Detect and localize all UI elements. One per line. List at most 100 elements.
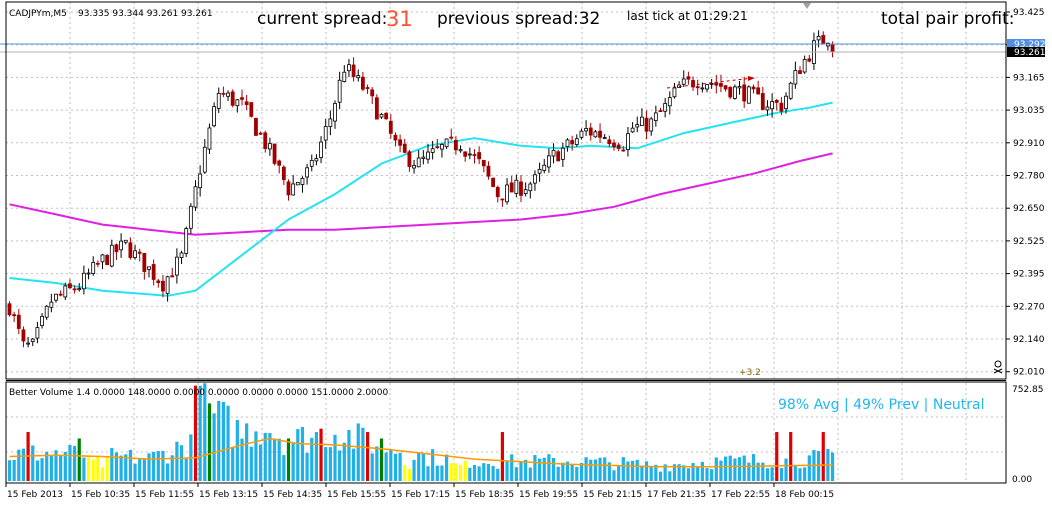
- volume-bar: [677, 464, 681, 481]
- volume-bar: [593, 459, 597, 481]
- candle-body: [305, 167, 310, 178]
- volume-bar: [700, 461, 704, 481]
- volume-bar: [435, 465, 439, 481]
- candle-body: [802, 59, 807, 73]
- price-tick-label: 93.165: [1013, 73, 1045, 83]
- volume-bar: [384, 452, 388, 481]
- volume-bar: [352, 448, 356, 481]
- volume-bar: [333, 434, 337, 481]
- candle-body: [807, 58, 812, 62]
- volume-bar: [779, 468, 783, 481]
- volume-bar: [21, 448, 26, 481]
- candle-body: [291, 183, 296, 196]
- candle-body: [63, 285, 68, 298]
- price-tick-label: 92.650: [1013, 204, 1045, 214]
- candle-body: [547, 155, 551, 168]
- volume-bar: [765, 468, 770, 481]
- candle-body: [137, 251, 142, 254]
- volume-bar: [584, 457, 588, 481]
- chart-shift-icon[interactable]: [803, 3, 811, 9]
- candle-body: [165, 276, 170, 294]
- time-tick-label: 15 Feb 15:55: [327, 490, 386, 500]
- time-tick-label: 17 Feb 21:35: [647, 490, 706, 500]
- time-tick-label: 15 Feb 11:55: [135, 490, 194, 500]
- volume-bar: [63, 451, 67, 481]
- volume-bar: [296, 429, 300, 481]
- candle-body: [133, 250, 137, 258]
- candle-body: [360, 76, 365, 90]
- volume-bar: [556, 466, 560, 481]
- total-pair-profit-label: total pair profit:: [881, 9, 1015, 29]
- candle-body: [319, 141, 323, 158]
- candle-body: [514, 179, 519, 194]
- volume-bar: [403, 465, 407, 481]
- volume-bar: [807, 455, 811, 481]
- volume-bar: [663, 464, 667, 481]
- volume-bar: [737, 457, 742, 481]
- volume-bar: [119, 455, 123, 481]
- candle-body: [584, 128, 588, 132]
- candle-body: [68, 283, 72, 289]
- volume-bar: [305, 452, 309, 481]
- candle-body: [216, 92, 221, 109]
- candle-body: [612, 142, 616, 148]
- candle-body: [821, 35, 826, 45]
- candle-body: [49, 301, 54, 308]
- candle-body: [398, 139, 403, 146]
- volume-bar: [449, 463, 453, 481]
- candle-body: [12, 314, 17, 317]
- candle-body: [765, 106, 770, 111]
- volume-bar: [621, 457, 625, 481]
- candle-body: [630, 127, 635, 133]
- candle-body: [142, 253, 147, 272]
- candle-body: [528, 183, 533, 192]
- candle-body: [458, 149, 463, 152]
- candle-body: [579, 130, 584, 138]
- candle-body: [686, 76, 691, 80]
- volume-bar: [603, 457, 607, 481]
- candle-body: [86, 272, 91, 275]
- volume-bar: [124, 454, 128, 481]
- volume-bar: [631, 460, 635, 481]
- volume-bar: [356, 423, 360, 481]
- volume-bar: [12, 460, 16, 481]
- volume-bar: [458, 465, 463, 481]
- candle-body: [472, 154, 477, 156]
- skull-icon[interactable]: [993, 360, 1003, 374]
- volume-bar: [347, 429, 351, 481]
- volume-bar: [830, 452, 835, 481]
- candle-body: [44, 305, 49, 318]
- volume-bar: [35, 460, 39, 481]
- candle-body: [77, 288, 82, 291]
- volume-bar: [114, 452, 119, 481]
- time-tick-label: 18 Feb 00:15: [775, 490, 834, 500]
- candle-body: [82, 272, 86, 290]
- volume-bar: [147, 453, 151, 481]
- volume-bar: [166, 463, 170, 481]
- volume-bar: [412, 459, 416, 481]
- volume-bar: [235, 420, 239, 481]
- price-tick-label: 92.780: [1013, 172, 1045, 182]
- candle-body: [258, 132, 263, 135]
- candle-body: [314, 158, 319, 162]
- candle-body: [323, 126, 328, 141]
- candle-body: [421, 156, 426, 159]
- candle-body: [249, 102, 254, 117]
- volume-bar: [49, 454, 53, 481]
- volume-bar: [73, 446, 77, 481]
- volume-bar: [324, 447, 328, 481]
- candle-body: [151, 264, 156, 280]
- candle-body: [742, 84, 747, 102]
- candle-body: [467, 153, 472, 156]
- candle-body: [226, 92, 230, 97]
- volume-bar: [45, 451, 49, 481]
- volume-bar: [110, 448, 114, 481]
- volume-bar: [770, 467, 774, 481]
- candle-body: [416, 157, 421, 168]
- volume-bar: [40, 458, 44, 481]
- candle-body: [691, 80, 695, 88]
- candle-body: [328, 118, 333, 127]
- price-tick-label: 93.425: [1013, 8, 1045, 18]
